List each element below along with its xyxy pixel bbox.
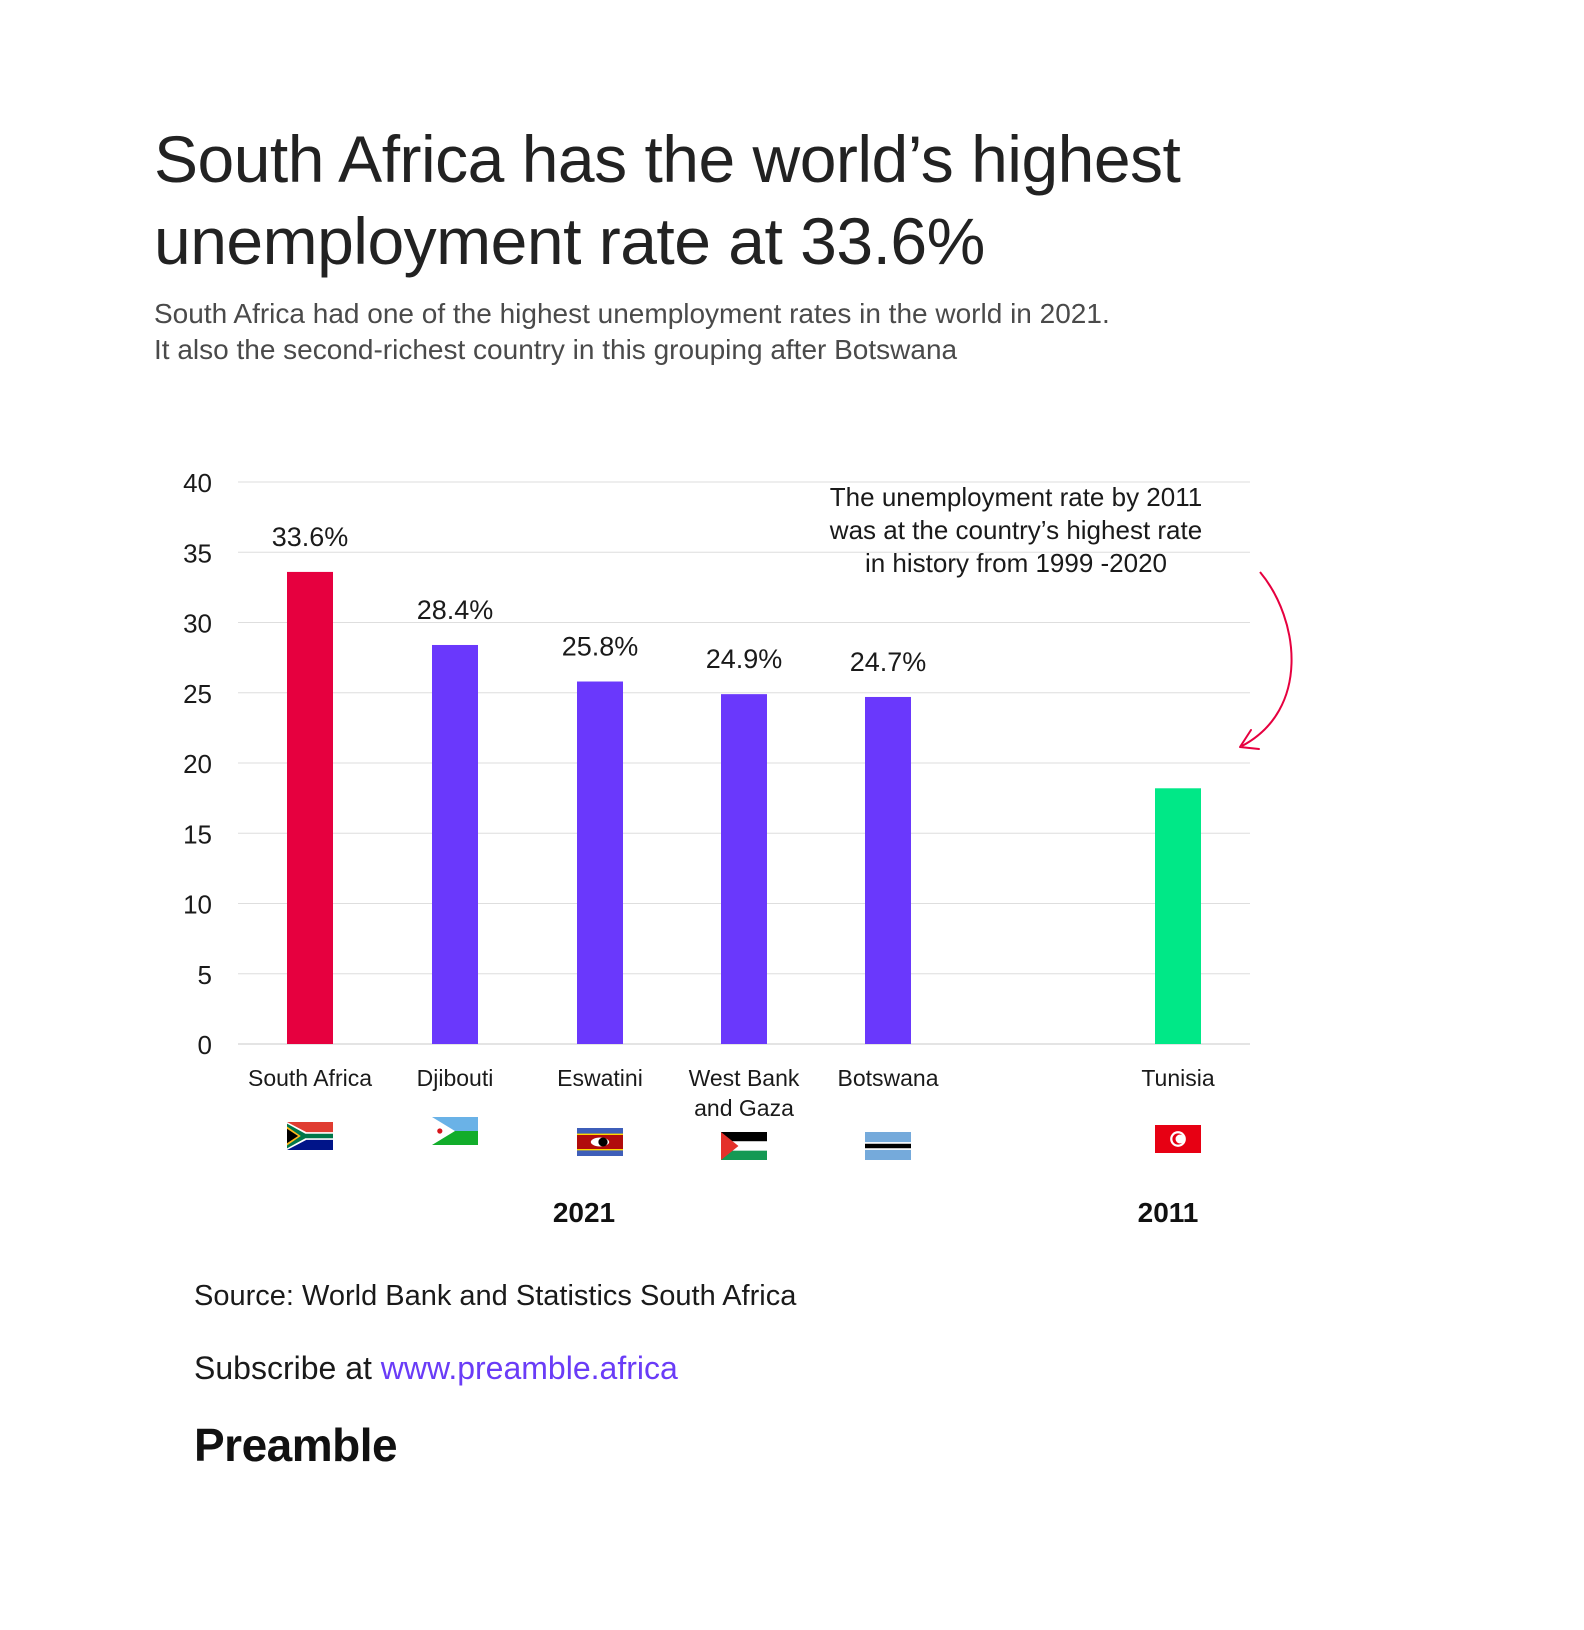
subscribe-link[interactable]: www.preamble.africa bbox=[380, 1350, 678, 1386]
y-tick-label: 20 bbox=[183, 749, 212, 779]
value-labels: 33.6% 28.4% 25.8% 24.9% 24.7% bbox=[272, 522, 927, 677]
category-label-botswana: Botswana bbox=[837, 1065, 938, 1091]
y-tick-label: 35 bbox=[183, 538, 212, 568]
value-label-south-africa: 33.6% bbox=[272, 522, 349, 552]
arrow-head-icon bbox=[1239, 729, 1260, 750]
source-note: Source: World Bank and Statistics South … bbox=[194, 1280, 797, 1312]
bar-tunisia bbox=[1155, 788, 1201, 1044]
subtitle-line-2: It also the second-richest country in th… bbox=[154, 334, 958, 365]
y-tick-label: 40 bbox=[183, 468, 212, 498]
group-label-2021: 2021 bbox=[553, 1197, 615, 1228]
annotation: The unemployment rate by 2011 was at the … bbox=[829, 482, 1293, 750]
y-tick-label: 25 bbox=[183, 679, 212, 709]
y-tick-label: 30 bbox=[183, 609, 212, 639]
category-label-palestine: West Bank and Gaza bbox=[689, 1065, 800, 1121]
bar-djibouti bbox=[432, 644, 478, 1044]
bar-botswana bbox=[865, 696, 911, 1044]
bar-south-africa bbox=[287, 571, 333, 1044]
flags bbox=[287, 1117, 1201, 1160]
group-label-2011: 2011 bbox=[1138, 1197, 1199, 1228]
bar-eswatini bbox=[577, 681, 623, 1044]
y-tick-label: 10 bbox=[183, 890, 212, 920]
category-labels: South Africa Djibouti Eswatini West Bank and… bbox=[248, 1065, 1215, 1121]
value-label-botswana: 24.7% bbox=[850, 647, 927, 677]
value-label-djibouti: 28.4% bbox=[417, 595, 494, 625]
chart-subtitle: South Africa had one of the highest unem… bbox=[154, 296, 1404, 368]
bar-palestine bbox=[721, 694, 767, 1044]
botswana-flag-icon bbox=[865, 1132, 911, 1160]
category-label-south-africa: South Africa bbox=[248, 1065, 372, 1091]
eswatini-flag-icon bbox=[577, 1128, 623, 1156]
annotation-arrow bbox=[1241, 571, 1293, 747]
y-tick-label: 15 bbox=[183, 819, 212, 849]
y-axis-ticks: 0 5 10 15 20 25 30 35 40 bbox=[183, 468, 212, 1060]
category-label-djibouti: Djibouti bbox=[417, 1065, 494, 1091]
category-label-tunisia: Tunisia bbox=[1141, 1065, 1214, 1091]
value-label-eswatini: 25.8% bbox=[562, 632, 639, 662]
subscribe-line: Subscribe at www.preamble.africa bbox=[194, 1350, 678, 1387]
djibouti-flag-icon bbox=[432, 1117, 478, 1145]
subscribe-prefix: Subscribe at bbox=[194, 1350, 381, 1386]
chart-title: South Africa has the world’s highest une… bbox=[154, 122, 1181, 278]
palestine-flag-icon bbox=[721, 1132, 767, 1160]
group-labels: 2021 2011 bbox=[553, 1197, 1199, 1228]
y-tick-label: 0 bbox=[198, 1030, 212, 1060]
category-label-eswatini: Eswatini bbox=[557, 1065, 643, 1091]
subtitle-line-1: South Africa had one of the highest unem… bbox=[154, 298, 1110, 329]
y-tick-label: 5 bbox=[198, 960, 212, 990]
brand-logo: Preamble bbox=[194, 1419, 398, 1471]
south-africa-flag-icon bbox=[287, 1122, 333, 1150]
bars bbox=[287, 571, 1201, 1044]
unemployment-bar-chart: 0 5 10 15 20 25 30 35 40 33.6% 28.4% 25.8% 24.9% 24.… bbox=[183, 468, 1293, 1228]
value-label-palestine: 24.9% bbox=[706, 644, 783, 674]
tunisia-flag-icon bbox=[1155, 1125, 1201, 1153]
annotation-text: The unemployment rate by 2011 was at the … bbox=[829, 482, 1202, 578]
